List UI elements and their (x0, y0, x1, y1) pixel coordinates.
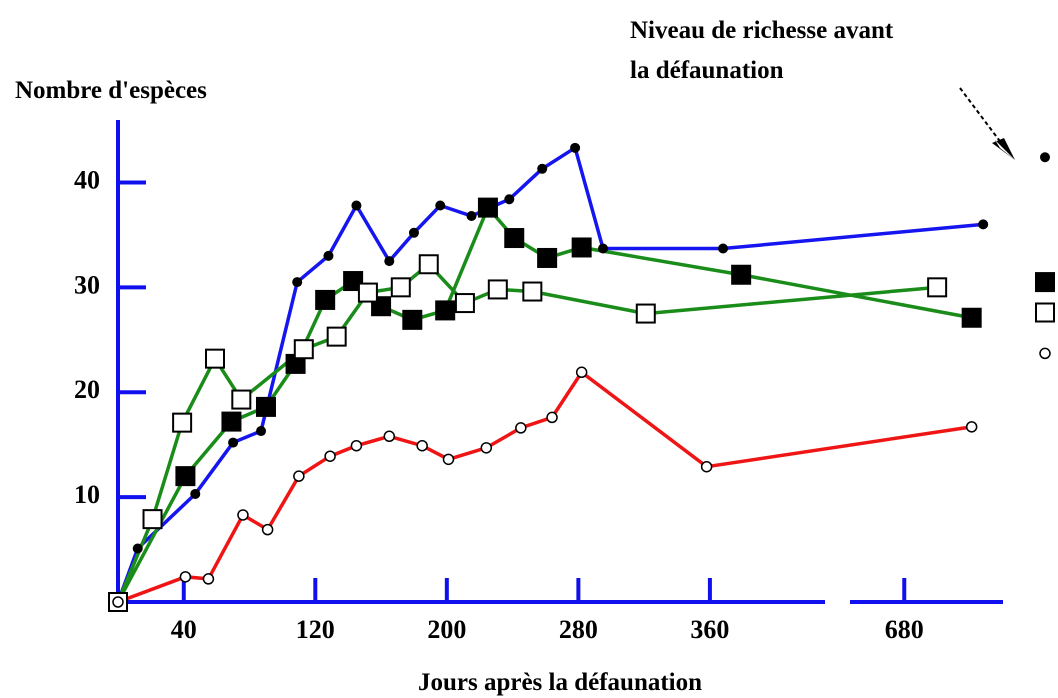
point (228, 437, 239, 448)
x-tick-label: 360 (690, 615, 729, 644)
x-tick-label: 680 (885, 615, 924, 644)
x-axis-label: Jours après la défaunation (418, 669, 702, 696)
point (515, 422, 527, 434)
point (350, 439, 363, 452)
point (598, 243, 609, 254)
point (570, 142, 581, 153)
point (256, 426, 267, 437)
point (537, 163, 548, 174)
point (504, 194, 515, 205)
x-tick-label: 40 (171, 615, 197, 644)
point (546, 411, 558, 424)
point (487, 279, 508, 300)
point (700, 460, 713, 473)
point (454, 293, 475, 314)
point (466, 211, 477, 222)
point (255, 396, 276, 417)
point (231, 389, 252, 410)
before-level (1035, 272, 1055, 293)
x-tick-label: 200 (427, 615, 466, 644)
point (293, 470, 305, 482)
point (965, 421, 978, 433)
point (323, 250, 334, 261)
point (202, 573, 215, 585)
point (927, 277, 948, 298)
point (142, 509, 163, 530)
point (112, 596, 124, 608)
point (522, 281, 543, 302)
point (221, 411, 242, 432)
x-tick-label: 280 (559, 615, 598, 644)
point (237, 509, 249, 521)
x-tick-label: 120 (296, 615, 335, 644)
point (571, 237, 592, 258)
point (408, 227, 419, 238)
point (190, 488, 201, 499)
y-axis-label: Nombre d'espèces (15, 77, 207, 104)
point (418, 254, 439, 275)
y-tick-label: 20 (74, 375, 100, 404)
point (961, 307, 982, 328)
point (575, 366, 588, 379)
point (402, 309, 423, 330)
point (731, 264, 752, 285)
point (504, 228, 525, 249)
point (351, 200, 362, 211)
y-tick-label: 30 (74, 270, 100, 299)
point (205, 348, 226, 369)
point (132, 543, 143, 554)
point (718, 243, 729, 254)
point (978, 219, 989, 230)
before-level (1040, 152, 1050, 163)
arrow (959, 87, 1006, 149)
point (390, 277, 411, 298)
point (416, 439, 428, 452)
annotation: la défaunation (630, 57, 784, 84)
y-tick-label: 40 (74, 165, 100, 194)
point (383, 430, 396, 443)
before-level (1035, 302, 1055, 323)
point (537, 247, 558, 268)
point (324, 450, 336, 462)
point (435, 200, 446, 211)
arrow-head (992, 138, 1015, 160)
point (315, 289, 336, 310)
point (635, 303, 656, 324)
annotation: Niveau de richesse avant (630, 17, 894, 44)
series-line (116, 145, 984, 603)
point (292, 277, 303, 288)
point (293, 339, 314, 360)
point (175, 466, 196, 487)
point (179, 571, 192, 583)
series-line (116, 261, 938, 603)
point (384, 256, 395, 267)
y-tick-label: 10 (74, 480, 100, 509)
point (357, 282, 378, 303)
point (442, 453, 455, 466)
series-line (116, 204, 972, 603)
point (172, 412, 193, 433)
point (326, 326, 347, 347)
point (261, 523, 274, 536)
point (477, 197, 498, 218)
before-level (1039, 347, 1051, 360)
point (480, 442, 493, 454)
point (435, 300, 456, 321)
